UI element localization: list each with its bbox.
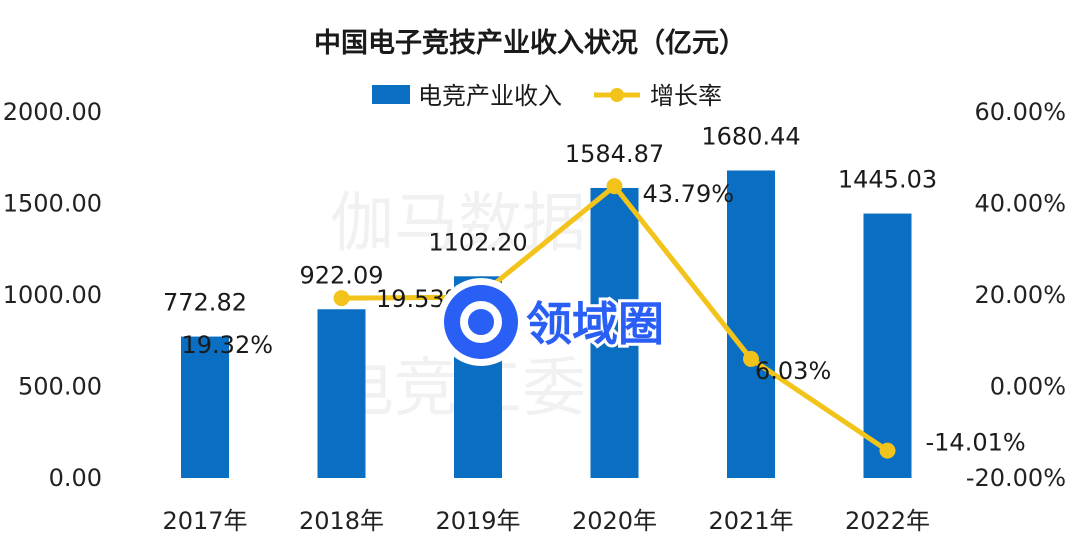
y-right-tick-label: 60.00%: [974, 98, 1066, 126]
line-data-label: 43.79%: [643, 180, 735, 208]
growth-marker: [333, 290, 350, 307]
y-left-tick-label: 1000.00: [3, 281, 102, 309]
y-left-tick-label: 2000.00: [3, 98, 102, 126]
y-right-tick-label: 40.00%: [974, 190, 1066, 218]
bar: [317, 309, 366, 478]
bar: [863, 213, 912, 478]
bar-data-label: 922.09: [300, 261, 384, 289]
y-left-tick-label: 0.00: [49, 464, 102, 492]
growth-marker: [606, 178, 623, 195]
line-data-label: 19.32%: [182, 331, 274, 359]
y-right-tick-label: -20.00%: [966, 464, 1066, 492]
chart-title: 中国电子竞技产业收入状况（亿元）: [314, 27, 746, 59]
y-right-tick-label: 20.00%: [974, 281, 1066, 309]
line-data-label: 6.03%: [755, 357, 831, 385]
legend-label-growth: 增长率: [650, 82, 722, 110]
legend-swatch-bar: [372, 85, 410, 104]
bar-data-label: 772.82: [163, 289, 247, 317]
x-tick-label: 2020年: [572, 507, 657, 535]
legend-swatch-marker: [610, 88, 624, 102]
x-tick-label: 2019年: [435, 507, 520, 535]
growth-marker: [879, 442, 896, 459]
left-axis: 0.00 500.00 1000.00 1500.00 2000.00: [3, 98, 102, 492]
logo-ring: [460, 301, 502, 343]
y-right-tick-label: 0.00%: [990, 373, 1066, 401]
logo-stamp: 领域圈: [437, 278, 667, 366]
bar: [727, 170, 775, 478]
logo-wordmark: 领域圈: [526, 297, 664, 351]
x-axis: 2017年 2018年 2019年 2020年 2021年 2022年: [162, 507, 930, 535]
y-left-tick-label: 1500.00: [3, 190, 102, 218]
bar-data-label: 1584.87: [565, 140, 664, 168]
x-tick-label: 2017年: [162, 507, 247, 535]
line-data-label: -14.01%: [926, 429, 1026, 457]
bar-data-label: 1102.20: [428, 228, 527, 256]
logo-circle-icon: [444, 285, 518, 359]
bar: [590, 187, 639, 478]
watermark-text-top: 伽马数据: [330, 187, 586, 261]
legend: 电竞产业收入 增长率: [372, 82, 722, 110]
bar-data-labels: 772.82 922.09 1102.20 1584.87 1680.44 1445.03: [163, 122, 937, 316]
legend-label-revenue: 电竞产业收入: [418, 82, 562, 110]
y-left-tick-label: 500.00: [18, 373, 102, 401]
x-tick-label: 2018年: [299, 507, 384, 535]
right-axis: -20.00% 0.00% 20.00% 40.00% 60.00%: [966, 98, 1066, 492]
x-tick-label: 2021年: [708, 507, 793, 535]
x-tick-label: 2022年: [845, 507, 930, 535]
bar-data-label: 1445.03: [838, 166, 937, 194]
bar-data-label: 1680.44: [701, 122, 800, 150]
growth-marker: [743, 350, 759, 367]
bar: [181, 336, 229, 478]
